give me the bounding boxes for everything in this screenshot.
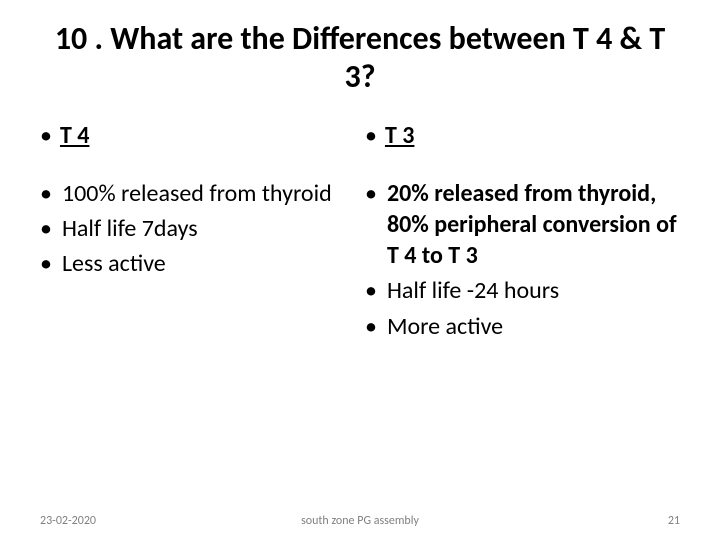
footer-page: 21 bbox=[668, 514, 680, 528]
footer-center: south zone PG assembly bbox=[301, 514, 419, 528]
list-item: •20% released from thyroid, 80% peripher… bbox=[365, 178, 680, 272]
list-item-text: More active bbox=[387, 311, 680, 342]
bullet-icon: • bbox=[40, 121, 52, 150]
right-heading: T 3 bbox=[385, 121, 414, 150]
slide-title: 10 . What are the Differences between T … bbox=[40, 20, 680, 97]
bullet-icon: • bbox=[365, 275, 377, 306]
list-item-text: Less active bbox=[62, 248, 355, 279]
content-columns: • T 4 • 100% released from thyroid • Half li… bbox=[40, 121, 680, 346]
footer-date: 23-02-2020 bbox=[40, 514, 96, 528]
slide: 10 . What are the Differences between T … bbox=[0, 0, 720, 540]
bullet-icon: • bbox=[365, 311, 377, 342]
list-item-text: 100% released from thyroid bbox=[62, 178, 355, 209]
right-heading-row: • T 3 bbox=[365, 121, 680, 150]
bullet-icon: • bbox=[40, 178, 52, 209]
list-item-text: 20% released from thyroid, 80% periphera… bbox=[387, 178, 680, 272]
bullet-icon: • bbox=[40, 213, 52, 244]
left-heading: T 4 bbox=[60, 121, 89, 150]
list-item: • Less active bbox=[40, 248, 355, 279]
left-points: • 100% released from thyroid • Half life 7d… bbox=[40, 178, 355, 280]
list-item-text: Half life -24 hours bbox=[387, 275, 680, 306]
list-item: • More active bbox=[365, 311, 680, 342]
bullet-icon: • bbox=[40, 248, 52, 279]
footer: 23-02-2020 south zone PG assembly 21 bbox=[0, 514, 720, 528]
list-item: • Half life 7days bbox=[40, 213, 355, 244]
list-item-text: Half life 7days bbox=[62, 213, 355, 244]
bullet-icon: • bbox=[365, 121, 377, 150]
left-column: • T 4 • 100% released from thyroid • Half li… bbox=[40, 121, 355, 346]
bullet-icon: • bbox=[365, 178, 377, 272]
right-column: •T 3 •20% released from thyroid, 80% per… bbox=[365, 121, 680, 346]
right-points: •20% released from thyroid, 80% peripher… bbox=[365, 178, 680, 342]
left-heading-row: • T 4 bbox=[40, 121, 355, 150]
list-item: • Half life -24 hours bbox=[365, 275, 680, 306]
list-item: • 100% released from thyroid bbox=[40, 178, 355, 209]
